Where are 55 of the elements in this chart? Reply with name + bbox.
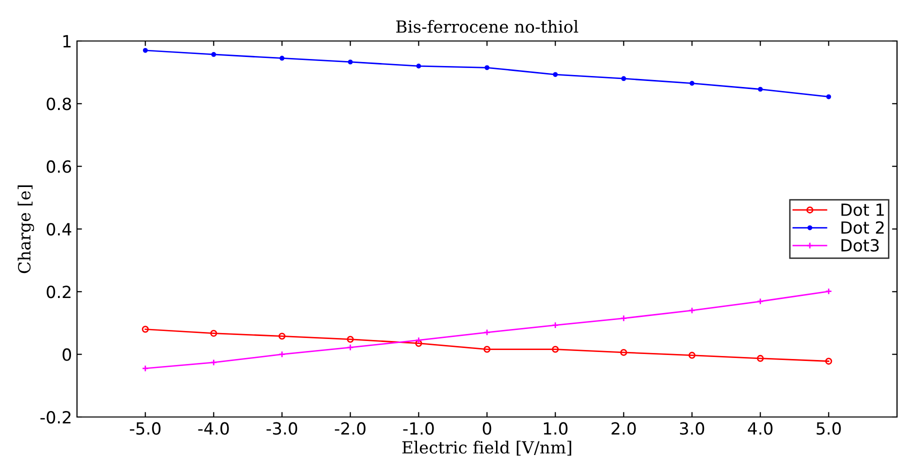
point xyxy=(210,359,218,366)
x-tick-label: 3.0 xyxy=(680,422,704,435)
legend-label: Dot 1 xyxy=(842,204,884,216)
point xyxy=(825,358,832,365)
x-tick-label: -4.0 xyxy=(198,422,229,435)
point xyxy=(142,326,149,333)
point xyxy=(348,60,353,64)
point xyxy=(278,332,286,340)
point xyxy=(346,336,354,343)
point xyxy=(552,346,559,353)
point xyxy=(688,306,696,314)
x-tick-label: -2.0 xyxy=(334,422,366,435)
y-tick-label: 0.8 xyxy=(46,98,71,110)
point xyxy=(552,72,558,77)
point xyxy=(484,328,490,336)
chart-title: Bis-ferrocene no-thiol xyxy=(396,20,578,33)
point xyxy=(416,64,422,68)
point xyxy=(756,354,764,362)
x-tick-label: 5.0 xyxy=(816,422,841,435)
x-tick-label: 0 xyxy=(482,422,492,435)
x-tick-label: 1.0 xyxy=(544,422,568,435)
point xyxy=(758,86,763,92)
point xyxy=(280,56,284,61)
y-tick-label: 0.6 xyxy=(46,160,72,173)
x-tick-label: -5.0 xyxy=(130,422,160,435)
point xyxy=(620,348,628,356)
y-tick-label: -0.2 xyxy=(40,410,70,424)
point xyxy=(484,346,490,353)
point xyxy=(346,344,354,351)
x-tick-label: 2.0 xyxy=(612,422,636,435)
y-axis-title: Charge [e] xyxy=(18,185,34,274)
x-tick-label: 4.0 xyxy=(748,422,772,435)
x-tick-label: -1.0 xyxy=(403,422,434,435)
point xyxy=(415,340,422,347)
legend-label: Dot3 xyxy=(842,239,879,252)
x-tick-label: -3.0 xyxy=(266,422,298,435)
point xyxy=(690,80,694,86)
point xyxy=(210,330,218,337)
y-tick-label: 1 xyxy=(63,35,71,48)
point xyxy=(826,94,832,100)
point xyxy=(756,298,764,305)
point xyxy=(415,336,422,344)
legend-label: Dot 2 xyxy=(842,221,884,234)
point xyxy=(278,350,286,358)
x-axis-title: Electric field [V/nm] xyxy=(402,440,572,456)
point xyxy=(688,352,696,359)
y-tick-label: 0 xyxy=(62,348,72,361)
point xyxy=(621,76,626,82)
point xyxy=(484,65,490,70)
point xyxy=(211,52,216,57)
point xyxy=(552,322,559,329)
y-tick-label: 0.2 xyxy=(46,286,70,298)
point xyxy=(620,314,628,322)
point xyxy=(142,48,148,53)
y-tick-label: 0.4 xyxy=(46,222,72,236)
